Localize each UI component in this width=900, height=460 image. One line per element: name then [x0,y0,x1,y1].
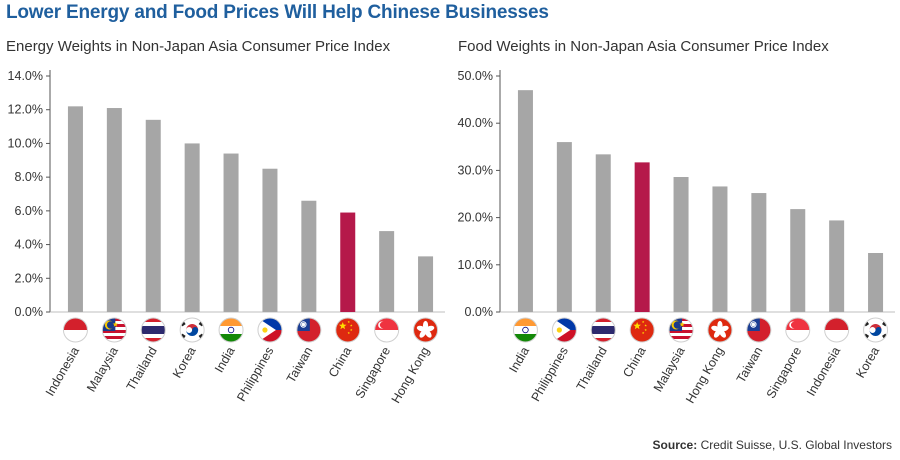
food-y-tick-label: 30.0% [458,163,493,177]
food-weights-bar-chart: 0.0% 10.0% 20.0% 30.0% 40.0% 50.0% IndiaPhilip… [458,69,895,406]
energy-y-tick-label: 6.0% [15,204,44,218]
energy-bar-korea [184,143,200,312]
china-flag-icon [335,317,361,343]
food-y-tick-label: 40.0% [458,116,493,130]
energy-bar-india [223,153,239,312]
china-flag-icon [629,317,655,343]
food-bar-korea [868,253,884,312]
food-bar-malaysia [673,177,689,312]
food-bar-hong-kong [712,186,728,312]
energy-y-tick-label: 12.0% [8,103,43,117]
food-category-label-taiwan: Taiwan [734,344,766,385]
malaysia-flag-icon [668,317,694,343]
source-note: Source: Credit Suisse, U.S. Global Inves… [653,438,892,452]
main-title: Lower Energy and Food Prices Will Help C… [6,2,549,23]
food-bar-thailand [595,154,611,312]
korea-flag-icon [863,317,889,343]
philippines-flag-icon [551,317,577,343]
food-bar-indonesia [829,220,845,312]
food-y-tick-label: 50.0% [458,69,493,83]
food-category-label-indonesia: Indonesia [804,344,843,398]
source-label: Source: [652,438,698,452]
energy-y-tick-label: 0.0% [15,305,44,319]
energy-bar-thailand [145,119,161,312]
food-y-tick-label: 10.0% [458,258,493,272]
food-category-label-hong-kong: Hong Kong [683,344,726,405]
energy-category-label-taiwan: Taiwan [284,344,316,385]
energy-bar-singapore [379,231,395,312]
food-category-label-thailand: Thailand [574,344,610,393]
thailand-flag-icon [590,317,616,343]
india-flag-icon [218,317,244,343]
food-y-tick-label: 20.0% [458,211,493,225]
food-category-label-philippines: Philippines [529,345,571,404]
energy-bar-taiwan [301,200,317,312]
food-bar-taiwan [751,193,767,312]
energy-category-label-china: China [326,344,354,379]
energy-weights-bar-chart: 0.0% 2.0% 4.0% 6.0% 8.0% 10.0% 12.0% 14.0% Indon… [8,69,445,406]
energy-bar-china [340,212,356,312]
energy-category-label-singapore: Singapore [353,344,394,400]
india-flag-icon [512,317,538,343]
food-bar-india [517,90,533,312]
singapore-flag-icon [785,317,811,343]
energy-y-tick-label: 10.0% [8,136,43,150]
energy-bar-malaysia [106,108,122,313]
food-category-label-india: India [506,344,532,375]
energy-bar-hong-kong [418,256,434,312]
food-bar-china [634,162,650,312]
energy-category-label-thailand: Thailand [124,344,160,393]
singapore-flag-icon [374,317,400,343]
indonesia-flag-icon [824,317,850,343]
philippines-flag-icon [257,317,283,343]
food-category-label-malaysia: Malaysia [651,344,688,394]
food-category-label-singapore: Singapore [764,344,805,400]
korea-flag-icon [179,317,205,343]
indonesia-flag-icon [62,317,88,343]
energy-category-label-korea: Korea [170,344,199,380]
malaysia-flag-icon [101,317,127,343]
hong-kong-flag-icon [707,317,733,343]
food-category-label-korea: Korea [853,344,882,380]
food-bar-singapore [790,209,806,312]
energy-y-tick-label: 4.0% [15,238,44,252]
energy-category-label-malaysia: Malaysia [84,344,121,394]
source-text: Credit Suisse, U.S. Global Investors [700,438,892,452]
food-bar-philippines [556,142,572,312]
energy-category-label-indonesia: Indonesia [43,344,82,398]
taiwan-flag-icon [746,317,772,343]
energy-y-tick-label: 14.0% [8,69,43,83]
energy-category-label-india: India [212,344,238,375]
food-y-tick-label: 0.0% [465,305,494,319]
energy-y-tick-label: 2.0% [15,271,44,285]
energy-category-label-philippines: Philippines [234,345,276,404]
energy-y-tick-label: 8.0% [15,170,44,184]
taiwan-flag-icon [296,317,322,343]
food-chart-title: Food Weights in Non-Japan Asia Consumer … [458,38,829,55]
food-category-label-china: China [620,344,648,379]
hong-kong-flag-icon [413,317,439,343]
energy-bar-indonesia [67,106,83,312]
thailand-flag-icon [140,317,166,343]
energy-chart-title: Energy Weights in Non-Japan Asia Consume… [6,38,391,55]
energy-category-label-hong-kong: Hong Kong [389,344,432,405]
energy-bar-philippines [262,168,278,312]
